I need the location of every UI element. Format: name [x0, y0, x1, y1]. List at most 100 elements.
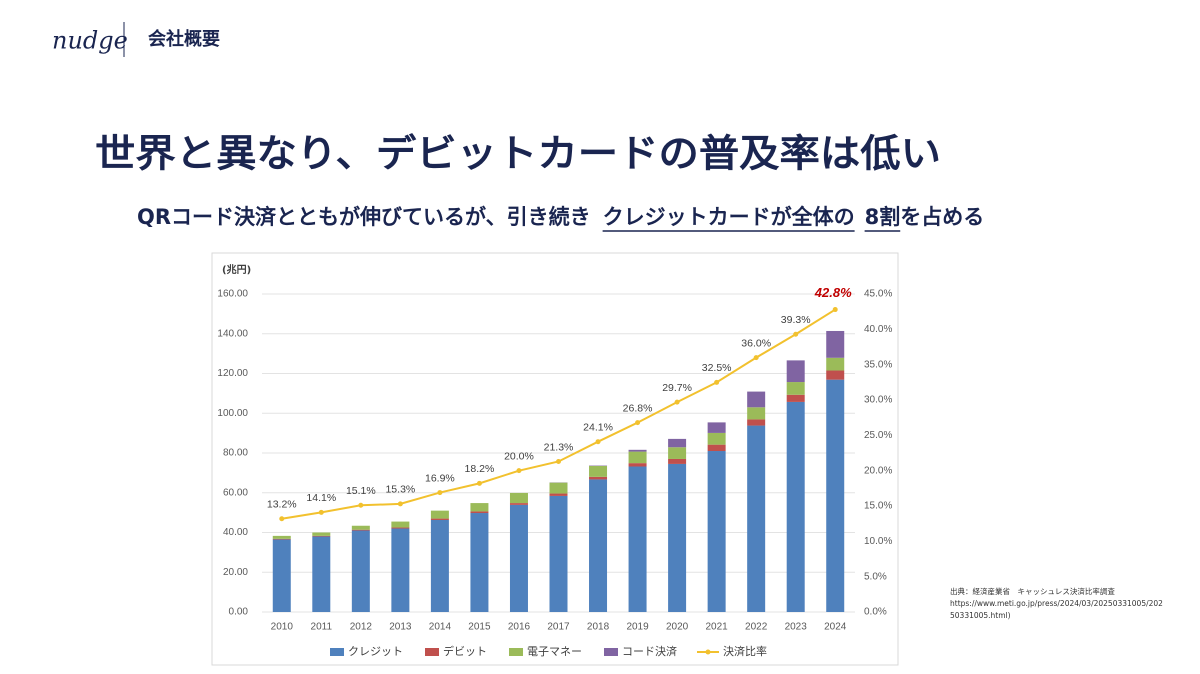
bar-segment: [628, 466, 647, 612]
source-line: 出典：経済産業省 キャッシュレス決済比率調査: [950, 586, 1115, 596]
data-label: 24.1%: [583, 421, 613, 433]
y-tick-label: 40.00: [223, 527, 248, 538]
y2-tick-label: 25.0%: [864, 430, 892, 441]
y-tick-label: 140.00: [217, 328, 248, 339]
bar-segment: [391, 528, 410, 612]
bar-segment: [826, 379, 845, 612]
y-tick-label: 160.00: [217, 289, 248, 300]
x-tick-label: 2023: [785, 622, 808, 633]
bar-segment: [826, 370, 845, 380]
bar-segment: [430, 519, 449, 612]
y2-tick-label: 35.0%: [864, 359, 892, 370]
x-tick-label: 2019: [626, 622, 649, 633]
bar-segment: [549, 482, 568, 494]
bar-segment: [430, 510, 449, 519]
line-marker: [397, 501, 403, 507]
bar-segment: [470, 511, 489, 514]
line-marker: [556, 458, 561, 464]
bar-segment: [391, 527, 410, 529]
y2-tick-label: 30.0%: [864, 395, 892, 406]
bar-segment: [668, 447, 687, 459]
bar-segment: [549, 493, 568, 496]
legend-swatch: [330, 648, 344, 656]
bar-segment: [628, 449, 647, 452]
x-tick-label: 2011: [311, 622, 333, 633]
bar-segment: [786, 394, 805, 402]
line-marker: [674, 399, 680, 405]
line-marker: [714, 379, 720, 385]
legend-label: 決済比率: [723, 644, 767, 658]
x-tick-label: 2012: [350, 622, 373, 633]
bar-segment: [707, 432, 726, 445]
bar-segment: [391, 521, 410, 528]
line-marker: [832, 307, 838, 313]
bar-segment: [707, 444, 726, 452]
data-label: 42.8%: [814, 285, 852, 300]
data-label: 26.8%: [623, 402, 653, 414]
y2-tick-label: 40.0%: [864, 324, 892, 335]
bar-segment: [351, 529, 370, 531]
subtitle-part: 8割: [865, 205, 901, 229]
data-label: 13.2%: [267, 499, 297, 511]
data-label: 32.5%: [702, 362, 732, 374]
section-label: 会社概要: [148, 28, 220, 50]
y-unit: (兆円): [222, 263, 251, 276]
line-marker: [753, 355, 759, 361]
subtitle: QRコード決済とともが伸びているが、引き続き クレジットカードが全体の 8割 を占める: [137, 205, 984, 232]
y2-tick-label: 15.0%: [864, 501, 892, 512]
data-label: 21.3%: [544, 441, 574, 453]
bar-segment: [509, 503, 528, 505]
line-marker: [279, 516, 285, 522]
data-label: 20.0%: [504, 450, 534, 462]
x-tick-label: 2022: [745, 622, 768, 633]
x-tick-label: 2020: [666, 622, 689, 633]
y2-tick-label: 10.0%: [864, 536, 892, 547]
bar-segment: [351, 525, 370, 530]
data-label: 29.7%: [662, 382, 692, 394]
bar-segment: [747, 425, 766, 612]
bar-segment: [589, 465, 608, 477]
bar-segment: [668, 463, 687, 612]
bar-segment: [747, 391, 766, 408]
y2-tick-label: 0.0%: [864, 607, 887, 618]
line-marker: [476, 480, 482, 486]
x-tick-label: 2013: [389, 622, 412, 633]
bar-segment: [351, 530, 370, 612]
y-tick-label: 60.00: [223, 487, 248, 498]
data-label: 14.1%: [306, 492, 336, 504]
y-tick-label: 80.00: [223, 448, 248, 459]
source-line: 50331005.html): [950, 611, 1011, 620]
bar-segment: [272, 539, 291, 612]
bar-segment: [589, 476, 608, 480]
x-tick-label: 2018: [587, 622, 610, 633]
legend-swatch: [604, 648, 618, 656]
bar-segment: [509, 504, 528, 612]
line-marker: [793, 331, 799, 337]
bar-segment: [470, 503, 489, 512]
x-tick-label: 2014: [429, 622, 452, 633]
logo: nudge: [52, 27, 128, 55]
data-label: 39.3%: [781, 314, 811, 326]
bar-segment: [668, 458, 687, 464]
bar-segment: [549, 495, 568, 612]
data-label: 18.2%: [465, 463, 495, 475]
subtitle-part: クレジットカードが全体の: [603, 205, 855, 229]
source: 出典：経済産業省 キャッシュレス決済比率調査 https://www.meti.g…: [950, 586, 1163, 620]
y-tick-label: 120.00: [217, 368, 248, 379]
legend-marker: [705, 649, 711, 655]
y-tick-label: 20.00: [223, 567, 248, 578]
bar-segment: [786, 360, 805, 383]
line-marker: [516, 468, 522, 474]
line-marker: [437, 490, 443, 496]
legend-label: デビット: [443, 644, 487, 658]
bar-segment: [628, 463, 647, 467]
legend-label: 電子マネー: [527, 645, 582, 658]
bar-segment: [707, 451, 726, 612]
line-marker: [595, 439, 601, 445]
bar-segment: [786, 382, 805, 395]
x-tick-label: 2024: [824, 622, 847, 633]
x-tick-label: 2015: [468, 622, 491, 633]
line-marker: [358, 502, 364, 508]
slide-title: 世界と異なり、デビットカードの普及率は低い: [95, 132, 941, 176]
